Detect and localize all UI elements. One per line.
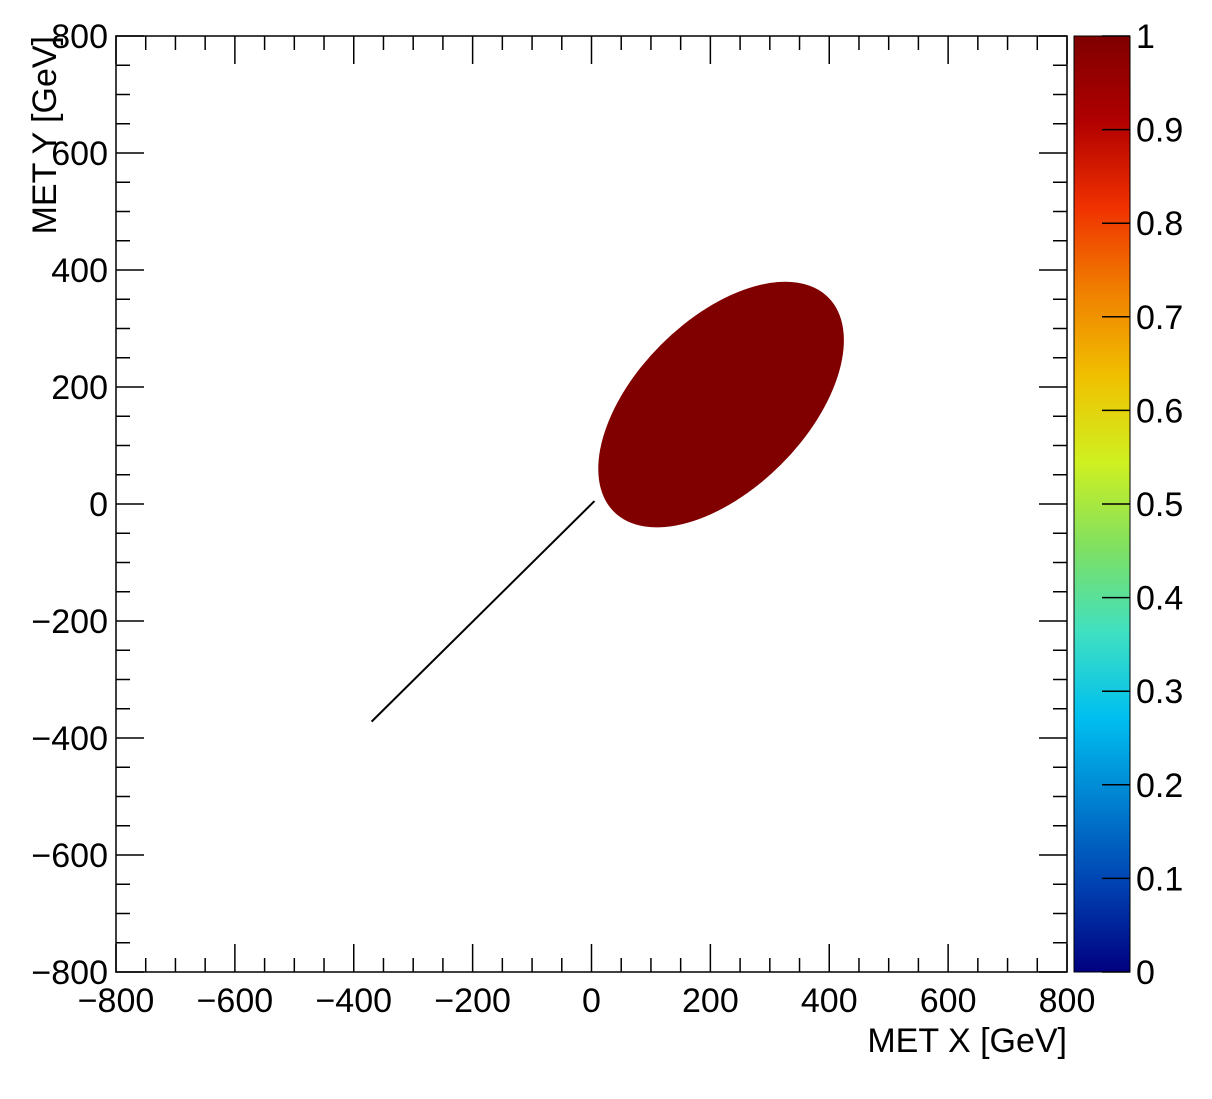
y-tick-label: 200 [51, 369, 108, 407]
colorbar-tick-label: 0.3 [1136, 673, 1183, 711]
colorbar-tick-label: 0.1 [1136, 860, 1183, 898]
x-tick-label: −400 [315, 982, 392, 1020]
colorbar-tick-label: 0.2 [1136, 767, 1183, 805]
x-tick-label: 200 [682, 982, 739, 1020]
x-axis-label: MET X [GeV] [867, 1022, 1067, 1060]
y-tick-label: 800 [51, 18, 108, 56]
x-tick-label: 600 [920, 982, 977, 1020]
axes: −800 −600 −400 −200 0 200 400 600 800 −800 −600 −40… [31, 18, 1095, 1020]
x-tick-label: 0 [582, 982, 601, 1020]
heatmap-region-0 [598, 281, 844, 528]
x-tick-label: 400 [801, 982, 858, 1020]
heatmap-line-1 [370, 500, 596, 723]
colorbar-tick-label: 0.8 [1136, 205, 1183, 243]
x-tick-label: −800 [78, 982, 155, 1020]
colorbar: 0 0.1 0.2 0.3 0.4 0.5 0.6 0.7 0.8 0.9 1 [1073, 18, 1183, 992]
colorbar-tick-label: 1 [1136, 18, 1155, 56]
y-tick-label: 400 [51, 252, 108, 290]
colorbar-tick-label: 0.4 [1136, 580, 1183, 618]
y-axis-label: MET Y [GeV] [26, 36, 64, 234]
colorbar-tick-label: 0.5 [1136, 486, 1183, 524]
colorbar-tick-label: 0.9 [1136, 112, 1183, 150]
y-tick-label: 600 [51, 135, 108, 173]
y-tick-label: −800 [31, 954, 108, 992]
x-tick-label: −600 [197, 982, 274, 1020]
colorbar-tick-label: 0 [1136, 954, 1155, 992]
y-tick-label: −400 [31, 720, 108, 758]
colorbar-tick-label: 0.7 [1136, 299, 1183, 337]
plot-area [116, 36, 1067, 972]
x-tick-label: 800 [1039, 982, 1096, 1020]
y-tick-label: −600 [31, 837, 108, 875]
y-tick-label: −200 [31, 603, 108, 641]
colorbar-tick-label: 0.6 [1136, 392, 1183, 430]
x-tick-label: −200 [434, 982, 511, 1020]
y-tick-label: 0 [89, 486, 108, 524]
